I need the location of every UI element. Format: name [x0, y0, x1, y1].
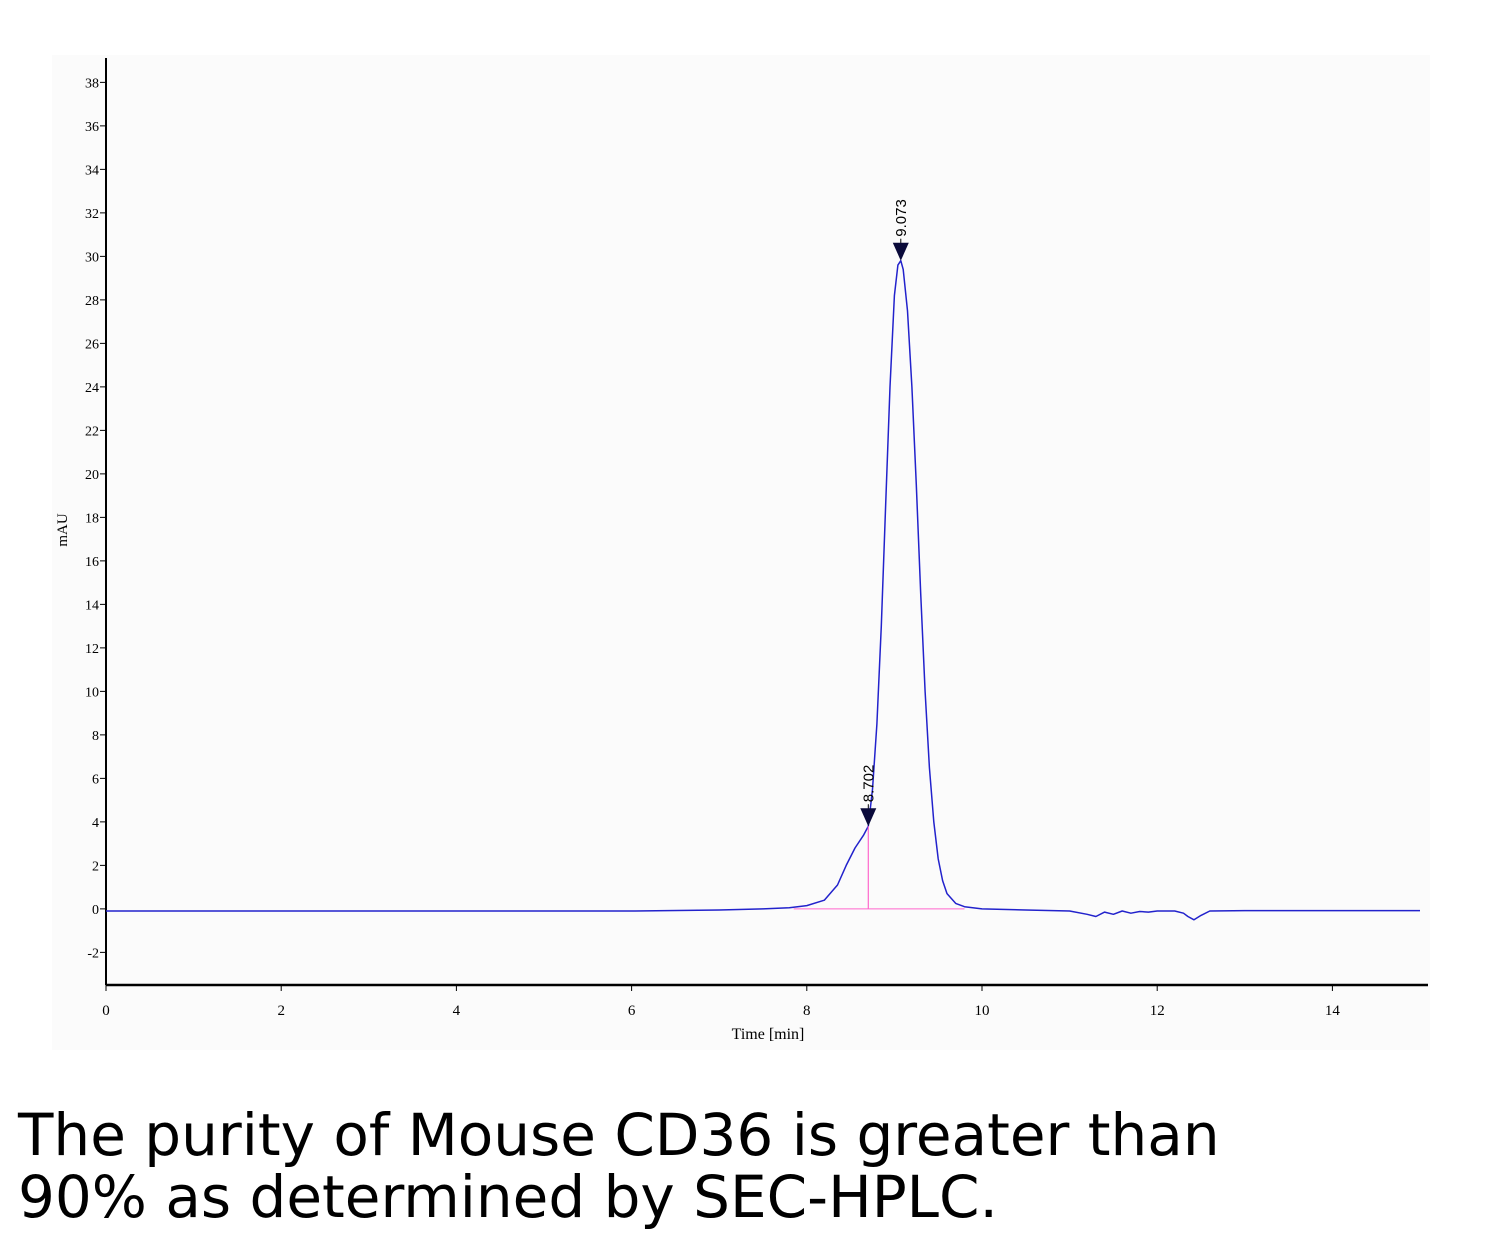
series [106, 259, 1420, 921]
peak-marker [892, 242, 909, 261]
caption: The purity of Mouse CD36 is greater than… [18, 1104, 1418, 1228]
x-tick-label: 12 [1150, 1003, 1165, 1019]
y-tick-label: 8 [92, 729, 99, 744]
x-tick-label: 4 [453, 1003, 461, 1019]
caption-line-2: 90% as determined by SEC-HPLC. [18, 1163, 998, 1231]
y-tick-label: -2 [87, 946, 99, 961]
x-tick-label: 6 [628, 1003, 636, 1019]
y-tick-label: 2 [92, 859, 99, 874]
y-tick-label: 16 [85, 555, 99, 570]
x-tick-label: 14 [1325, 1003, 1341, 1019]
peak-marker [860, 808, 877, 827]
y-tick-label: 22 [85, 424, 99, 439]
y-tick-label: 18 [85, 511, 99, 526]
y-tick-label: 12 [85, 642, 99, 657]
y-tick-label: 36 [85, 120, 99, 135]
series-line [106, 259, 1420, 921]
peak-markers: 8.702 9.073 [860, 199, 910, 909]
y-tick-label: 38 [85, 76, 99, 91]
y-tick-label: 24 [85, 381, 99, 396]
x-tick-label: 8 [803, 1003, 811, 1019]
y-tick-label: 4 [92, 816, 99, 831]
x-axis-label: Time [min] [732, 1026, 805, 1043]
y-tick-label: 20 [85, 468, 99, 483]
y-axis-label: mAU [55, 513, 71, 547]
peak-label: 9.073 [893, 199, 910, 237]
y-tick-label: 14 [85, 598, 99, 613]
y-tick-label: 10 [85, 685, 99, 700]
x-tick-label: 0 [102, 1003, 110, 1019]
y-tick-label: 34 [85, 163, 99, 178]
y-tick-label: 0 [92, 903, 99, 918]
caption-line-1: The purity of Mouse CD36 is greater than [18, 1101, 1220, 1169]
peak-label: 8.702 [860, 765, 877, 803]
y-tick-label: 28 [85, 294, 99, 309]
x-ticks: 0 2 4 6 8 10 12 14 [102, 985, 1340, 1019]
y-tick-label: 6 [92, 772, 99, 787]
x-tick-label: 10 [975, 1003, 990, 1019]
x-tick-label: 2 [277, 1003, 285, 1019]
y-tick-label: 26 [85, 337, 99, 352]
y-tick-label: 30 [85, 250, 99, 265]
plot-background [52, 55, 1430, 1050]
y-tick-label: 32 [85, 207, 99, 222]
